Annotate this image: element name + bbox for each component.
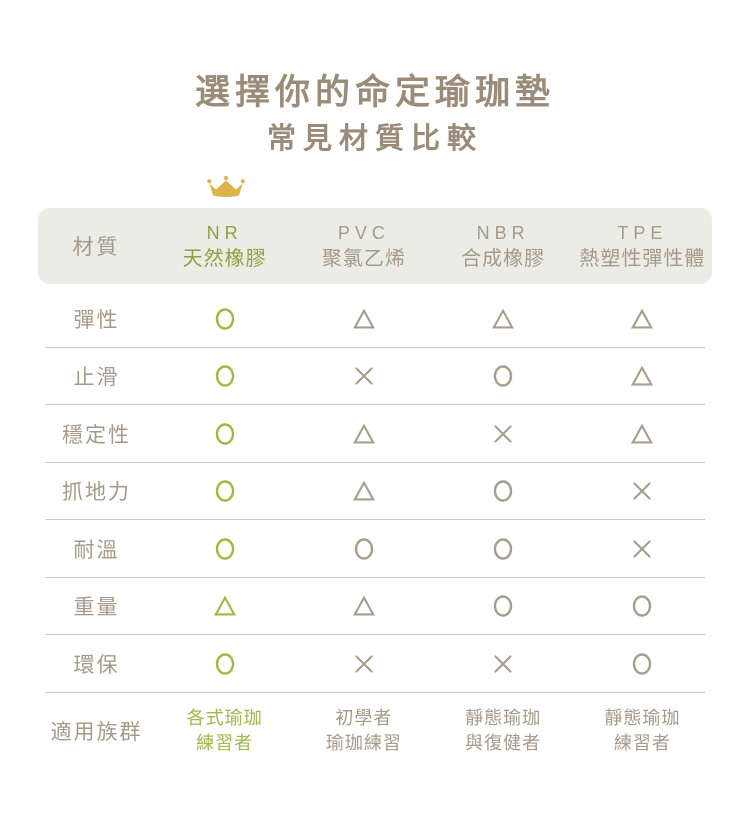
row-label: 抓地力 — [62, 481, 131, 505]
triangle-icon — [573, 422, 712, 446]
row-label: 環保 — [73, 653, 120, 677]
cross-icon — [434, 652, 573, 676]
suitable-users-pvc: 初學者 瑜珈練習 — [325, 708, 402, 753]
row-label: 止滑 — [73, 366, 120, 390]
triangle-icon — [573, 364, 712, 388]
material-name: 天然橡膠 — [182, 248, 267, 270]
circle-icon — [434, 364, 573, 388]
circle-icon — [434, 537, 573, 561]
table-row-antislip: 止滑 — [38, 348, 712, 406]
table-body: 彈性 止滑 穩定性 抓地力 — [38, 284, 712, 770]
column-header-nr: NR 天然橡膠 — [155, 220, 294, 272]
triangle-icon — [573, 307, 712, 331]
triangle-icon — [294, 307, 433, 331]
circle-icon — [573, 652, 712, 676]
table-row-heat-resistance: 耐溫 — [38, 520, 712, 578]
row-label: 適用族群 — [50, 721, 143, 744]
cross-icon — [294, 364, 433, 388]
cross-icon — [434, 422, 573, 446]
circle-icon — [573, 594, 712, 618]
material-code: NBR — [476, 223, 530, 243]
table-row-weight: 重量 — [38, 578, 712, 636]
crown-icon — [207, 175, 245, 198]
table-row-suitable-users: 適用族群 各式瑜珈 練習者 初學者 瑜珈練習 靜態瑜珈 與復健者 靜態瑜珈 練習… — [38, 693, 712, 770]
table-row-grip: 抓地力 — [38, 463, 712, 521]
column-header-tpe: TPE 熱塑性彈性體 — [573, 220, 712, 272]
table-row-eco-friendly: 環保 — [38, 635, 712, 693]
triangle-icon — [294, 479, 433, 503]
triangle-icon — [434, 307, 573, 331]
material-name: 熱塑性彈性體 — [579, 248, 706, 270]
circle-icon — [155, 537, 294, 561]
table-row-stability: 穩定性 — [38, 405, 712, 463]
material-code: PVC — [337, 223, 390, 243]
column-header-nbr: NBR 合成橡膠 — [434, 220, 573, 272]
row-label: 重量 — [73, 596, 120, 620]
page-title: 選擇你的命定瑜珈墊 — [194, 73, 555, 112]
table-row-elasticity: 彈性 — [38, 290, 712, 348]
material-code: TPE — [617, 223, 668, 243]
cross-icon — [573, 537, 712, 561]
row-label: 穩定性 — [62, 423, 131, 447]
comparison-table: 材質 NR 天然橡膠 PVC 聚氯乙烯 NBR 合成橡膠 TPE 熱塑性彈性體 … — [38, 208, 712, 770]
circle-icon — [434, 479, 573, 503]
material-code: NR — [206, 223, 243, 243]
circle-icon — [155, 479, 294, 503]
table-header-row: 材質 NR 天然橡膠 PVC 聚氯乙烯 NBR 合成橡膠 TPE 熱塑性彈性體 — [38, 208, 712, 284]
page-subtitle: 常見材質比較 — [266, 123, 483, 155]
triangle-icon — [294, 594, 433, 618]
suitable-users-nbr: 靜態瑜珈 與復健者 — [465, 708, 542, 753]
circle-icon — [155, 422, 294, 446]
column-header-pvc: PVC 聚氯乙烯 — [294, 220, 433, 272]
circle-icon — [294, 537, 433, 561]
suitable-users-nr: 各式瑜珈 練習者 — [186, 708, 263, 753]
row-label: 彈性 — [73, 308, 120, 332]
suitable-users-tpe: 靜態瑜珈 練習者 — [604, 708, 681, 753]
triangle-icon — [294, 422, 433, 446]
cross-icon — [573, 479, 712, 503]
material-name: 聚氯乙烯 — [321, 248, 406, 270]
row-label: 耐溫 — [73, 538, 120, 562]
triangle-icon — [155, 594, 294, 618]
circle-icon — [155, 652, 294, 676]
circle-icon — [155, 307, 294, 331]
circle-icon — [155, 364, 294, 388]
material-name: 合成橡膠 — [461, 248, 546, 270]
circle-icon — [434, 594, 573, 618]
cross-icon — [294, 652, 433, 676]
column-header-material: 材質 — [72, 236, 121, 259]
